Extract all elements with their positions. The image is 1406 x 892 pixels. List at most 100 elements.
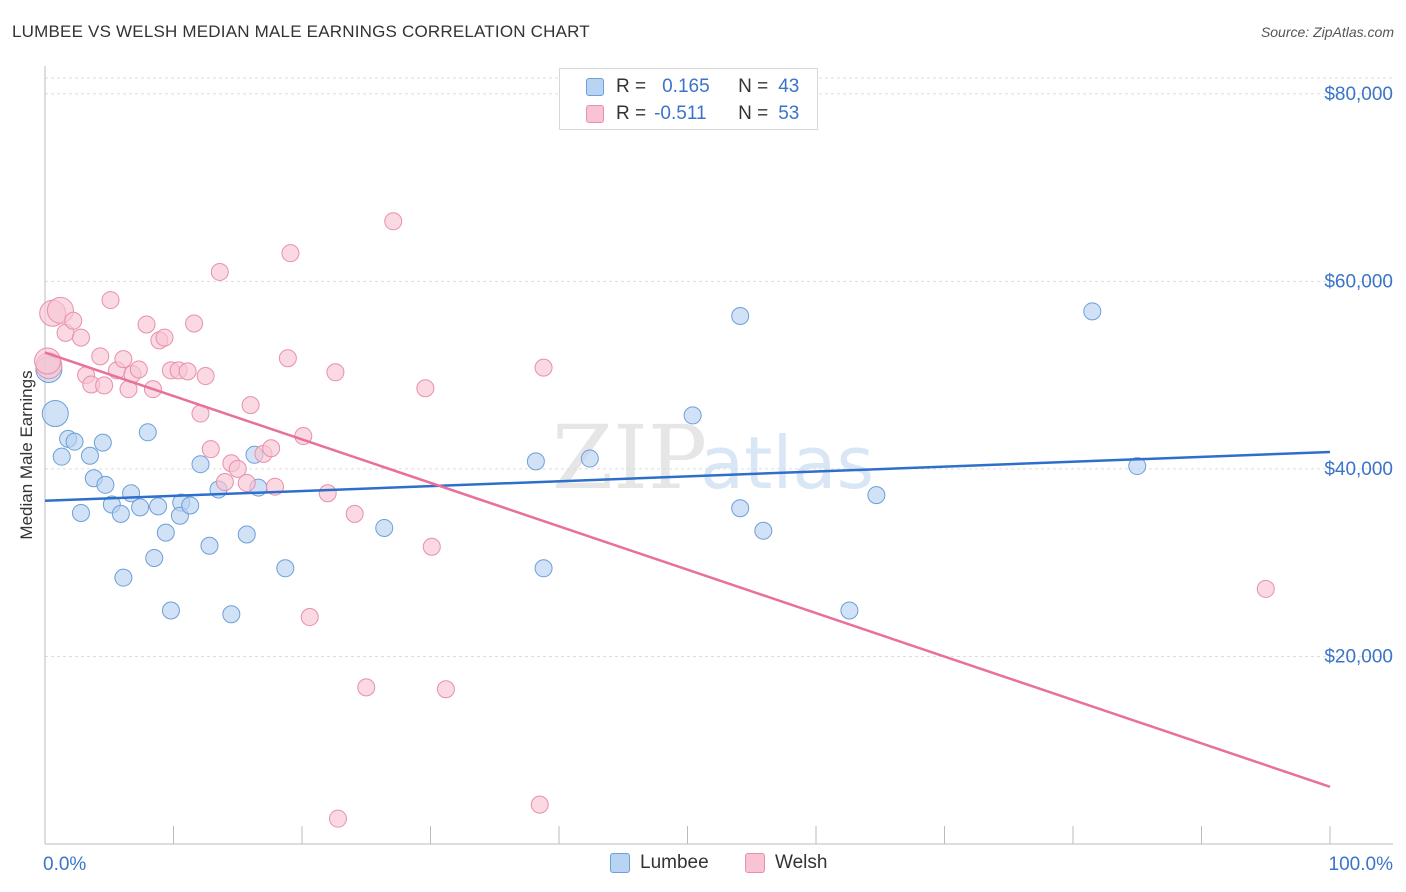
correlation-legend: R = 0.165 N = 43 R = -0.511 N = 53 xyxy=(559,68,818,130)
welsh-point xyxy=(101,291,120,310)
welsh-point xyxy=(237,473,256,492)
x-tick-label: 0.0% xyxy=(43,854,86,875)
welsh-point xyxy=(357,678,376,697)
welsh-point xyxy=(129,360,148,379)
legend-n-value: 53 xyxy=(778,103,800,124)
y-tick-label: $60,000 xyxy=(1324,271,1393,292)
legend-row-welsh: R = -0.511 N = 53 xyxy=(586,103,799,125)
lumbee-point xyxy=(41,400,69,428)
lumbee-point xyxy=(138,423,157,442)
lumbee-point xyxy=(111,504,130,523)
welsh-point xyxy=(196,367,215,386)
legend-row-lumbee: R = 0.165 N = 43 xyxy=(586,76,799,98)
lumbee-point xyxy=(96,475,115,494)
source-label: Source: ZipAtlas.com xyxy=(1260,24,1394,40)
lumbee-point xyxy=(526,452,545,471)
welsh-point xyxy=(530,795,549,814)
lumbee-point xyxy=(534,559,553,578)
welsh-point xyxy=(241,396,260,415)
lumbee-point xyxy=(222,605,241,624)
lumbee-point xyxy=(683,406,702,425)
lumbee-point xyxy=(867,486,886,505)
lumbee-point xyxy=(1128,457,1147,476)
lumbee-point xyxy=(71,503,90,522)
welsh-point xyxy=(137,315,156,334)
lumbee-point xyxy=(145,548,164,567)
lumbee-point xyxy=(161,601,180,620)
welsh-point xyxy=(345,504,364,523)
lumbee-point xyxy=(237,525,256,544)
welsh-swatch xyxy=(745,853,765,873)
legend-label-welsh: Welsh xyxy=(775,852,828,873)
lumbee-point xyxy=(1083,302,1102,321)
legend-item-lumbee[interactable]: Lumbee xyxy=(610,852,709,874)
legend-n-value: 43 xyxy=(778,76,800,97)
welsh-point xyxy=(326,363,345,382)
welsh-point xyxy=(91,347,110,366)
welsh-point xyxy=(34,347,62,375)
welsh-swatch xyxy=(586,105,604,123)
legend-r-value: -0.511 xyxy=(654,103,707,124)
x-tick-label: 100.0% xyxy=(1329,854,1394,875)
lumbee-point xyxy=(181,496,200,515)
welsh-point xyxy=(384,212,403,231)
welsh-point xyxy=(228,459,247,478)
legend-r-label: R = xyxy=(616,103,647,124)
lumbee-point xyxy=(114,568,133,587)
lumbee-point xyxy=(200,536,219,555)
welsh-point xyxy=(95,376,114,395)
welsh-point xyxy=(1256,579,1275,598)
lumbee-point xyxy=(93,433,112,452)
legend-r-label: R = xyxy=(616,76,647,97)
welsh-point xyxy=(300,608,319,627)
y-tick-label: $20,000 xyxy=(1324,646,1393,667)
welsh-point xyxy=(281,244,300,263)
welsh-point xyxy=(201,440,220,459)
welsh-point xyxy=(210,262,229,281)
welsh-point xyxy=(155,328,174,347)
legend-n-label: N = xyxy=(738,76,769,97)
lumbee-point xyxy=(731,499,750,518)
chart-title: LUMBEE VS WELSH MEDIAN MALE EARNINGS COR… xyxy=(12,22,590,41)
legend-r-value: 0.165 xyxy=(662,76,710,97)
series-legend: Lumbee Welsh xyxy=(0,852,1406,878)
lumbee-point xyxy=(156,523,175,542)
lumbee-point xyxy=(580,449,599,468)
lumbee-point xyxy=(149,497,168,516)
y-tick-label: $40,000 xyxy=(1324,459,1393,480)
welsh-point xyxy=(114,350,133,369)
lumbee-point xyxy=(840,601,859,620)
welsh-point xyxy=(178,362,197,381)
legend-label-lumbee: Lumbee xyxy=(640,852,709,873)
welsh-point xyxy=(422,537,441,556)
legend-item-welsh[interactable]: Welsh xyxy=(745,852,827,874)
lumbee-point xyxy=(375,518,394,537)
welsh-point xyxy=(436,680,455,699)
welsh-point xyxy=(318,484,337,503)
welsh-point xyxy=(416,379,435,398)
lumbee-trend-line xyxy=(44,450,1331,503)
y-axis-label: Median Male Earnings xyxy=(17,370,36,539)
welsh-point xyxy=(215,473,234,492)
lumbee-swatch xyxy=(610,853,630,873)
lumbee-point xyxy=(80,446,99,465)
watermark-zip: ZIP xyxy=(552,406,707,509)
lumbee-point xyxy=(131,498,150,517)
welsh-point xyxy=(71,328,90,347)
y-tick-label: $80,000 xyxy=(1324,84,1393,105)
welsh-point xyxy=(278,349,297,368)
lumbee-point xyxy=(52,447,71,466)
welsh-point xyxy=(328,809,347,828)
welsh-point xyxy=(64,311,83,330)
lumbee-point xyxy=(276,559,295,578)
welsh-point xyxy=(262,439,281,458)
legend-n-label: N = xyxy=(738,103,769,124)
welsh-point xyxy=(185,314,204,333)
watermark-atlas: atlas xyxy=(700,421,874,505)
lumbee-point xyxy=(65,432,84,451)
lumbee-point xyxy=(754,521,773,540)
welsh-trend-line xyxy=(44,351,1331,788)
welsh-point xyxy=(534,358,553,377)
lumbee-swatch xyxy=(586,78,604,96)
